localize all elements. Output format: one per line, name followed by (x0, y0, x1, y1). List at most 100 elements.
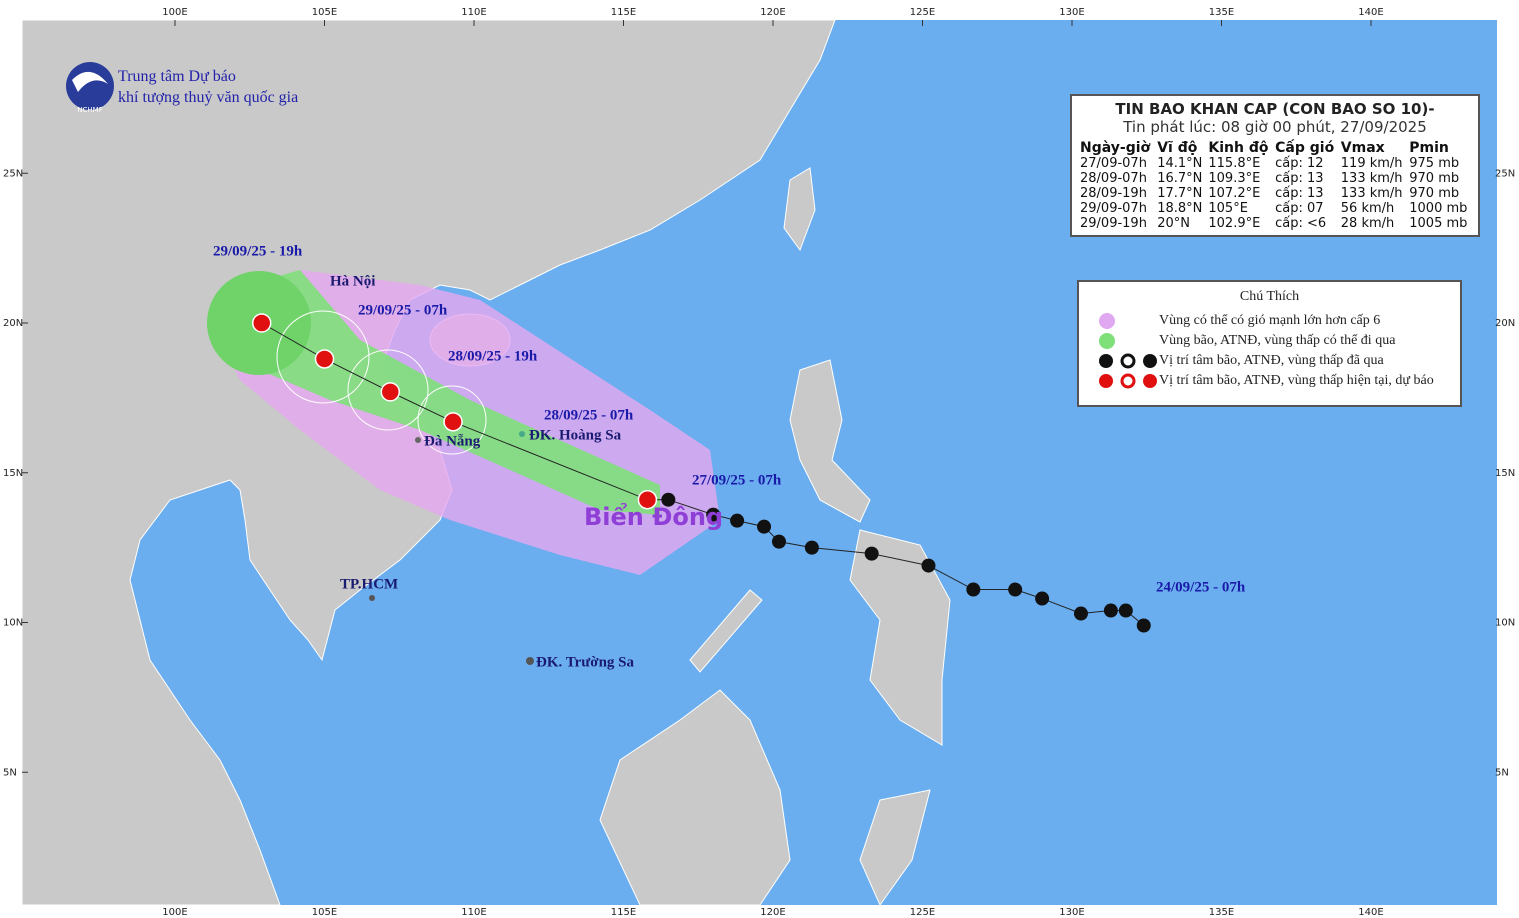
info-box: TIN BAO KHAN CAP (CON BAO SO 10)- Tin ph… (1070, 94, 1480, 237)
column-header: Cấp gió (1275, 140, 1335, 156)
table-cell: 102.9°E (1208, 216, 1261, 231)
column-header: Vmax (1340, 140, 1385, 156)
table-cell: 107.2°E (1208, 186, 1261, 201)
table-cell: 115.8°E (1208, 156, 1261, 171)
track (251, 313, 1151, 633)
table-cell: 109.3°E (1208, 171, 1261, 186)
lon-label: 110E (461, 907, 486, 918)
org-line: khí tượng thuỷ văn quốc gia (118, 89, 299, 106)
lon-label: 140E (1358, 907, 1383, 918)
past-position (757, 519, 772, 534)
table-cell: 1005 mb (1409, 216, 1468, 231)
lon-label: 120E (760, 7, 785, 18)
info-table: Ngày-giờ Vĩ độ Kinh độ Cấp gió Vmax Pmin 27/09… (1078, 140, 1472, 231)
lat-label: 5N (1495, 767, 1509, 778)
table-cell: 18.8°N (1157, 201, 1203, 216)
logo-text: NCHMF (77, 106, 102, 114)
lon-label: 115E (611, 907, 636, 918)
past-position (706, 507, 721, 522)
info-subtitle: Tin phát lúc: 08 giờ 00 phút, 27/09/2025 (1123, 118, 1427, 136)
column-header: Pmin (1409, 140, 1449, 156)
table-row: 28/09-19h 17.7°N 107.2°E cấp: 13 133 km/h 970… (1078, 186, 1472, 201)
legend-icon (1099, 313, 1115, 329)
forecast-position (637, 489, 658, 510)
storm-circle (417, 385, 487, 455)
column-header: Kinh độ (1208, 140, 1269, 156)
lat-label: 10N (3, 618, 23, 629)
legend-item: Vùng có thể có gió mạnh lớn hơn cấp 6 (1159, 313, 1381, 328)
table-cell: cấp: 07 (1275, 201, 1324, 216)
forecast-position (443, 412, 463, 432)
lon-label: 100E (162, 907, 187, 918)
table-cell: 17.7°N (1157, 186, 1203, 201)
lat-label: 5N (3, 767, 17, 778)
forecast-position (380, 382, 401, 402)
table-cell: 27/09-07h (1080, 156, 1147, 171)
place-dot (519, 431, 525, 437)
past-position (1136, 618, 1151, 633)
forecast-position (251, 313, 272, 333)
past-position (966, 582, 981, 597)
table-cell: 16.7°N (1157, 171, 1203, 186)
lat-label: 15N (1495, 468, 1515, 479)
lon-label: 125E (910, 907, 935, 918)
lon-label: 135E (1209, 7, 1234, 18)
table-cell: 970 mb (1409, 186, 1460, 201)
past-position (730, 513, 745, 528)
info-title: TIN BAO KHAN CAP (CON BAO SO 10)- (1115, 100, 1435, 118)
table-cell: 56 km/h (1340, 201, 1395, 216)
legend-item: Vị trí tâm bão, ATNĐ, vùng thấp hiện tại… (1159, 373, 1434, 388)
past-position (921, 558, 936, 573)
place: TP.HCM (340, 576, 398, 592)
storm-circle (347, 349, 429, 431)
org-name: Trung tâm Dự báo khí tượng thuỷ văn quốc… (118, 66, 298, 108)
storm-zone (210, 270, 660, 515)
track-label: 24/09/25 - 07h (1156, 579, 1246, 595)
cone (207, 270, 720, 575)
table-cell: 975 mb (1409, 156, 1460, 171)
track-label: 28/09/25 - 07h (544, 407, 634, 423)
lon-label: 120E (760, 907, 785, 918)
lon-label: 130E (1059, 7, 1084, 18)
table-cell: 28/09-07h (1080, 171, 1147, 186)
lat-label: 10N (1495, 618, 1515, 629)
lat-label: 25N (3, 168, 23, 179)
past-position (1103, 603, 1118, 618)
sea-name: Biển Đông (584, 501, 723, 531)
org-line: Trung tâm Dự báo (118, 68, 236, 85)
past-position (864, 546, 879, 561)
table-row: 29/09-07h 18.8°N 105°E cấp: 07 56 km/h 1000 m… (1078, 201, 1472, 216)
place: ĐK. Hoàng Sa (529, 427, 622, 443)
legend: Chú Thích Vùng có thể có gió mạnh lớn hơ… (1077, 280, 1462, 407)
table-row: 27/09-07h 14.1°N 115.8°E cấp: 12 119 km/h 975… (1078, 156, 1472, 171)
legend-title: Chú Thích (1239, 289, 1300, 304)
logo-icon: NCHMF (66, 62, 114, 114)
past-position (661, 492, 676, 507)
table-cell: 1000 mb (1409, 201, 1468, 216)
table-cell: 28 km/h (1340, 216, 1395, 231)
table-cell: 29/09-07h (1080, 201, 1147, 216)
table-row: 29/09-19h 20°N 102.9°E cấp: <6 28 km/h 1005 m… (1078, 216, 1472, 231)
column-header: Vĩ độ (1157, 140, 1198, 156)
table-row: 28/09-07h 16.7°N 109.3°E cấp: 13 133 km/h 970… (1078, 171, 1472, 186)
table-cell: 970 mb (1409, 171, 1460, 186)
table-cell: cấp: 12 (1275, 156, 1324, 171)
table-cell: cấp: 13 (1275, 171, 1324, 186)
column-header: Ngày-giờ (1080, 140, 1151, 156)
table-cell: 20°N (1157, 216, 1190, 231)
forecast-position (314, 349, 335, 369)
past-position (1035, 591, 1050, 606)
table-cell: 14.1°N (1157, 156, 1203, 171)
lon-label: 135E (1209, 907, 1234, 918)
lat-label: 15N (3, 468, 23, 479)
past-position (1118, 603, 1133, 618)
place: Hà Nội (330, 273, 375, 289)
legend-item: Vùng bão, ATNĐ, vùng thấp có thể đi qua (1159, 333, 1396, 348)
lon-label: 130E (1059, 907, 1084, 918)
table-cell: 133 km/h (1340, 186, 1403, 201)
past-position (1073, 606, 1088, 621)
past-position (771, 534, 786, 549)
lon-label: 115E (611, 7, 636, 18)
table-cell: 119 km/h (1340, 156, 1403, 171)
